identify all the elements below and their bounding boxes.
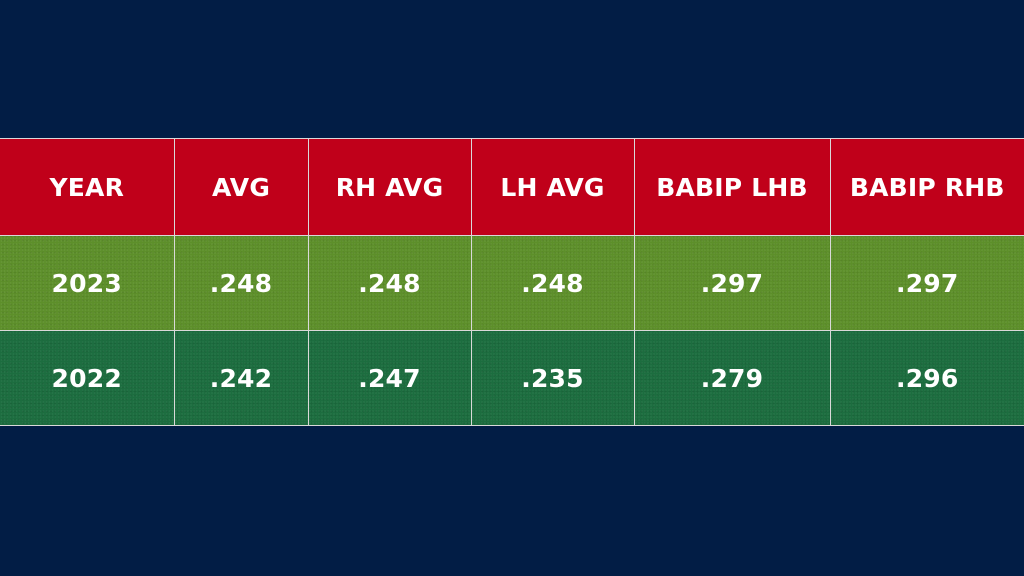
header-row: YEAR AVG RH AVG LH AVG BABIP LHB BABIP R… — [0, 138, 1024, 236]
cell-lh-avg: .235 — [470, 330, 635, 426]
header-rh-avg: RH AVG — [307, 138, 472, 236]
header-year: YEAR — [0, 138, 175, 236]
header-avg: AVG — [173, 138, 309, 236]
header-lh-avg: LH AVG — [470, 138, 635, 236]
table-row: 2023 .248 .248 .248 .297 .297 — [0, 235, 1024, 331]
stats-table: YEAR AVG RH AVG LH AVG BABIP LHB BABIP R… — [0, 138, 1024, 426]
cell-lh-avg: .248 — [470, 235, 635, 331]
header-babip-lhb: BABIP LHB — [633, 138, 831, 236]
cell-babip-rhb: .297 — [829, 235, 1024, 331]
header-babip-rhb: BABIP RHB — [829, 138, 1024, 236]
cell-rh-avg: .248 — [307, 235, 472, 331]
cell-year: 2022 — [0, 330, 175, 426]
cell-babip-lhb: .297 — [633, 235, 831, 331]
cell-year: 2023 — [0, 235, 175, 331]
cell-avg: .242 — [173, 330, 309, 426]
cell-babip-lhb: .279 — [633, 330, 831, 426]
table-row: 2022 .242 .247 .235 .279 .296 — [0, 330, 1024, 426]
cell-babip-rhb: .296 — [829, 330, 1024, 426]
cell-rh-avg: .247 — [307, 330, 472, 426]
cell-avg: .248 — [173, 235, 309, 331]
